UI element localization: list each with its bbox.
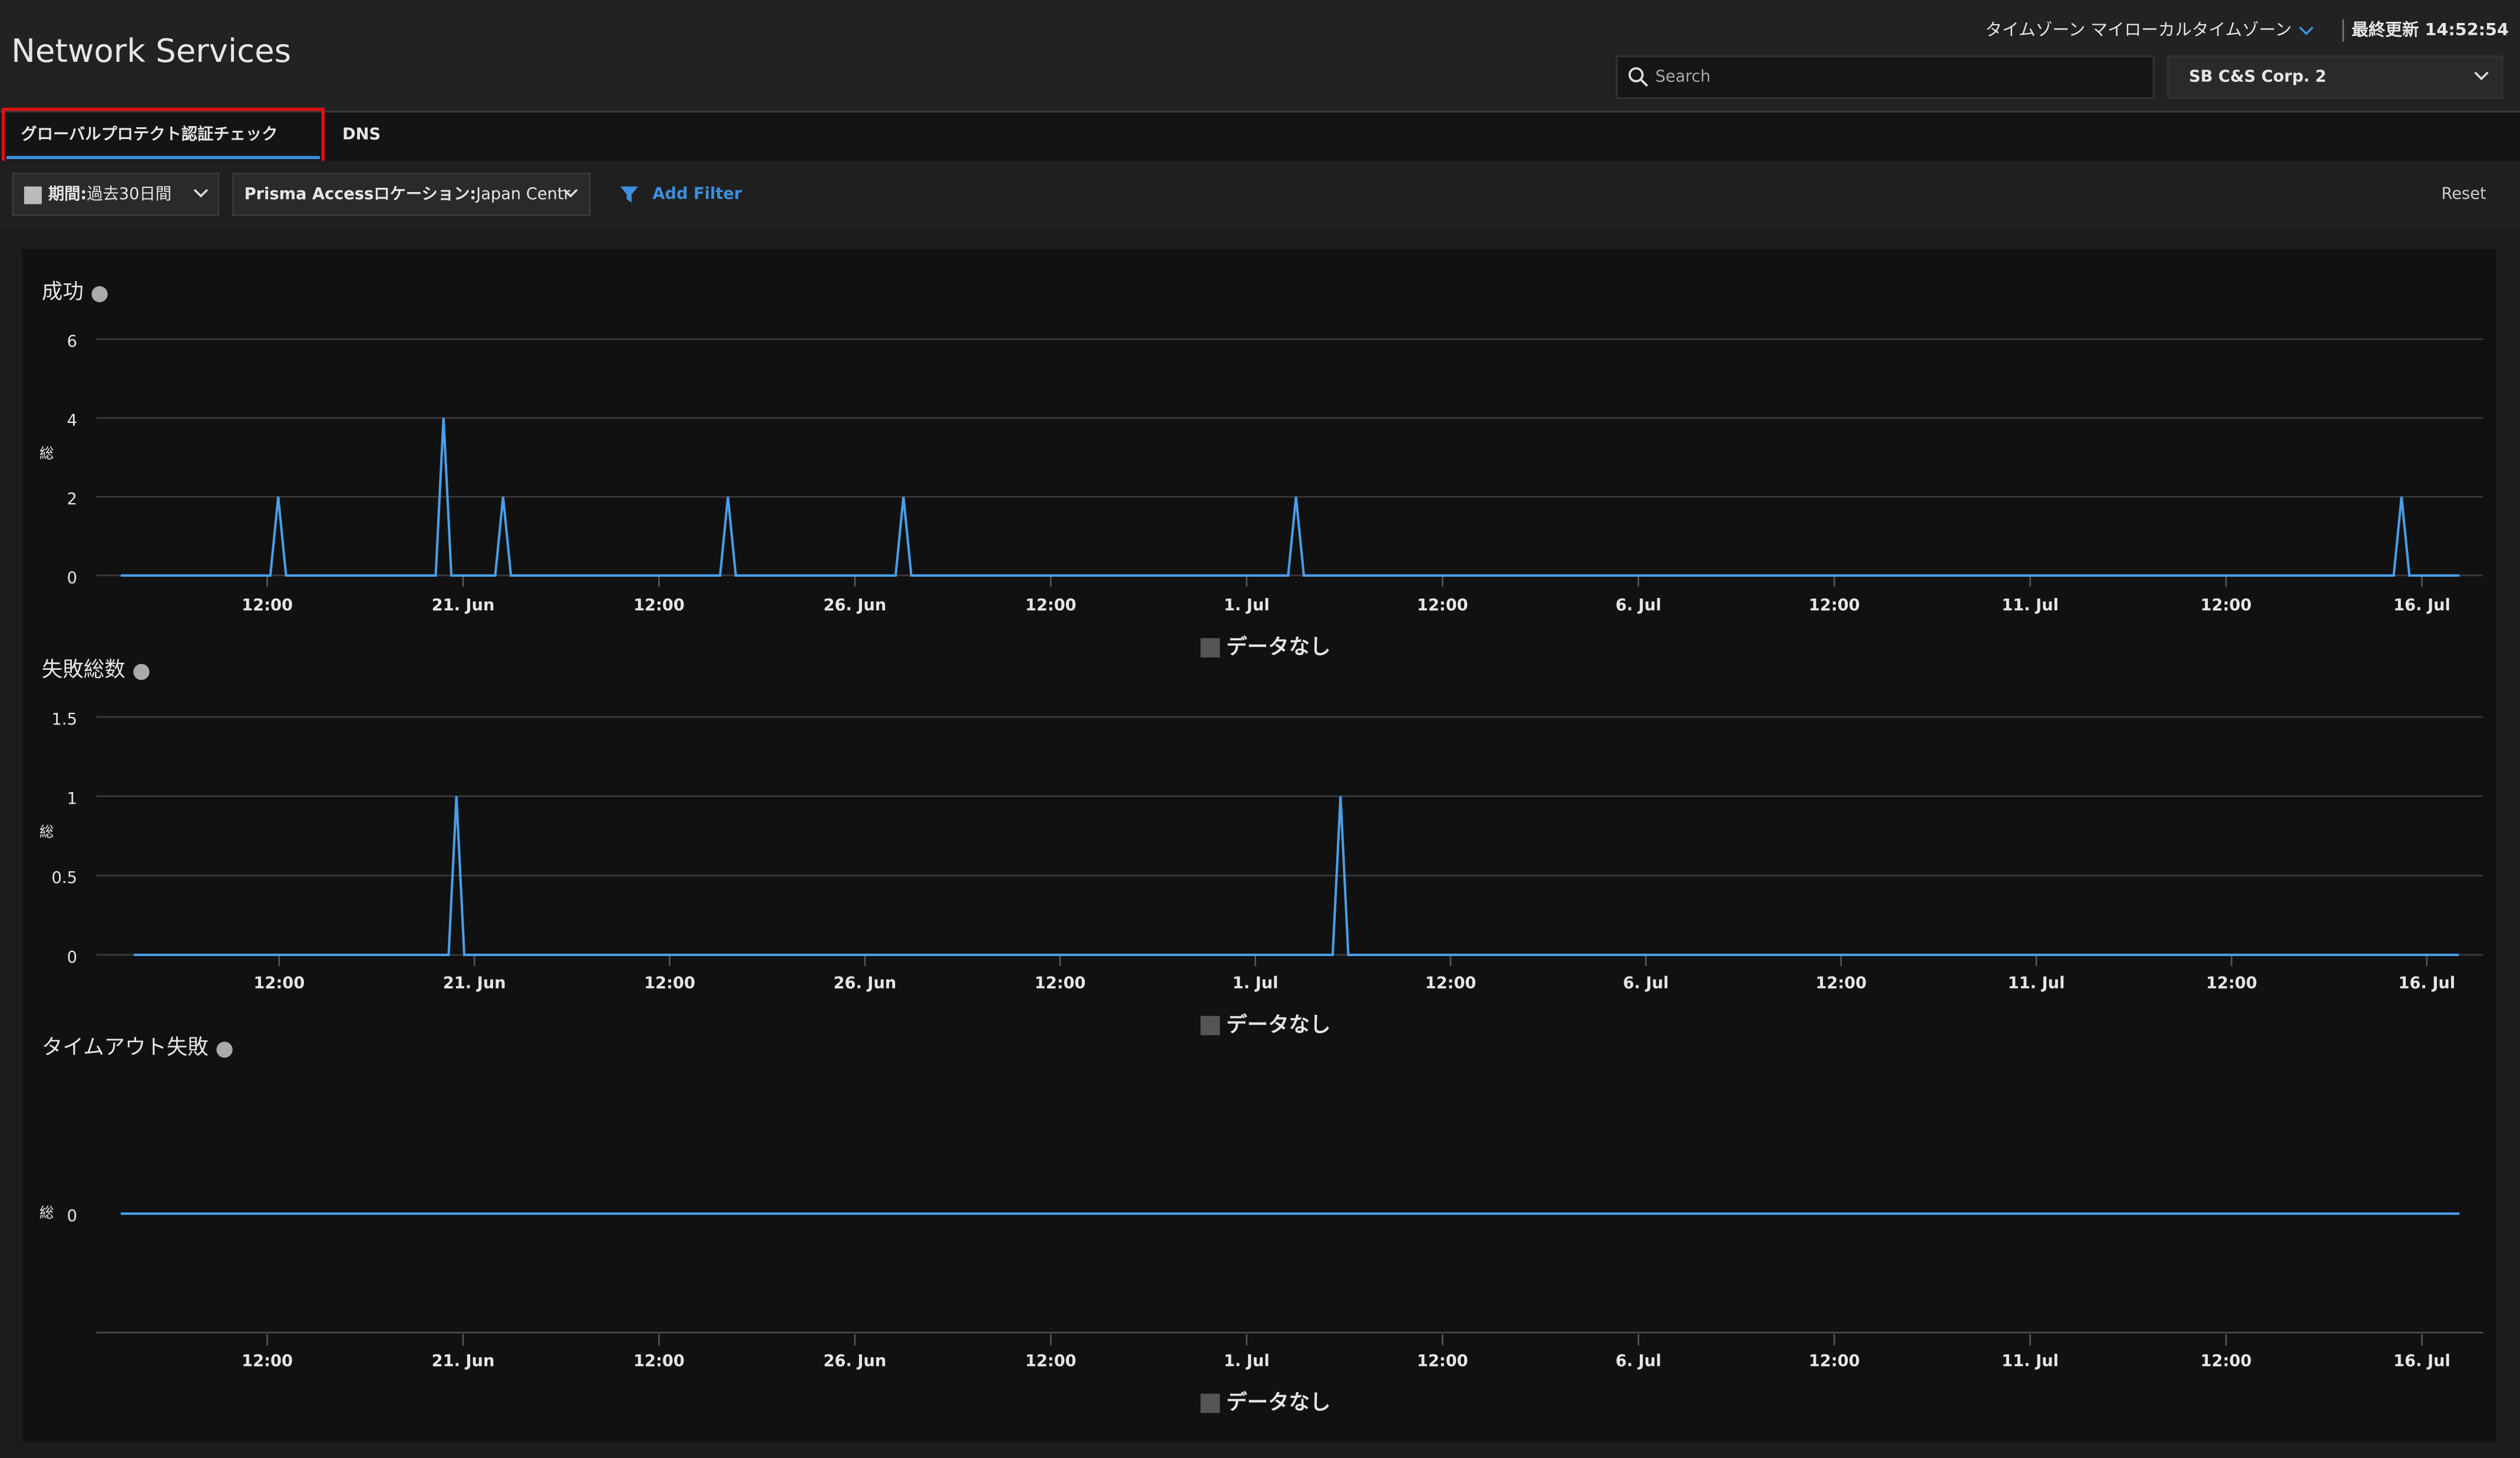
x-tick-label: 12:00 <box>1417 1352 1468 1370</box>
chevron <box>563 189 578 198</box>
x-tick-label: 12:00 <box>242 596 293 614</box>
location-value: Japan Centr <box>475 185 570 203</box>
period-value: 過去30日間 <box>87 185 171 203</box>
y-tick-label: 2 <box>67 490 77 508</box>
tab-bar <box>0 111 2520 161</box>
x-tick-label: 12:00 <box>644 974 695 993</box>
info-icon <box>216 1042 233 1058</box>
x-tick-label: 6. Jul <box>1623 974 1669 993</box>
x-tick-label: 26. Jun <box>834 974 897 993</box>
y-tick-label: 0 <box>67 569 77 587</box>
reset[interactable]: Reset <box>2442 185 2486 203</box>
tab[interactable]: グローバルプロテクト認証チェック <box>21 125 278 144</box>
y-tick-label: 6 <box>67 333 77 351</box>
x-tick-label: 12:00 <box>1809 596 1860 614</box>
page-title: Network Services <box>11 32 291 70</box>
search-box[interactable] <box>1616 55 2155 99</box>
x-tick-label: 12:00 <box>1025 596 1076 614</box>
x-tick-label: 12:00 <box>2206 974 2257 993</box>
y-tick-label: 4 <box>67 411 77 429</box>
info-icon <box>91 286 108 303</box>
tenant-chevron <box>2474 71 2489 81</box>
x-tick-label: 1. Jul <box>1224 596 1270 614</box>
chart-title: 失敗総数 <box>42 657 125 682</box>
info-icon <box>133 663 150 680</box>
x-tick-label: 21. Jun <box>432 596 495 614</box>
x-tick-label: 12:00 <box>633 1352 685 1370</box>
x-tick-label: 26. Jun <box>824 1352 887 1370</box>
x-tick-label: 16. Jul <box>2393 596 2450 614</box>
legend-swatch <box>1200 1393 1220 1413</box>
x-tick-label: 21. Jun <box>443 974 506 993</box>
x-tick-label: 11. Jul <box>2002 596 2059 614</box>
location-filter[interactable] <box>232 173 591 217</box>
y-axis-title: 総 <box>39 445 54 462</box>
x-tick-label: 12:00 <box>1025 1352 1076 1370</box>
x-tick-label: 12:00 <box>1809 1352 1860 1370</box>
legend-label: データなし <box>1226 1390 1330 1414</box>
chart-title: タイムアウト失敗 <box>42 1035 209 1059</box>
location-filter-text: Prisma Accessロケーション:Japan Centr <box>245 185 571 203</box>
tenant: SB C&S Corp. 2 <box>2189 67 2326 85</box>
y-tick-label: 1 <box>67 790 77 808</box>
x-tick-label: 1. Jul <box>1224 1352 1270 1370</box>
y-tick-label: 0.5 <box>52 869 77 887</box>
x-tick-label: 1. Jul <box>1233 974 1279 993</box>
add-filter[interactable]: Add Filter <box>652 185 742 203</box>
x-tick-label: 16. Jul <box>2398 974 2455 993</box>
period-filter-text: 期間:過去30日間 <box>48 185 171 203</box>
period-filter[interactable] <box>12 173 220 217</box>
data-line <box>120 418 2460 577</box>
x-tick-label: 12:00 <box>2201 1352 2252 1370</box>
legend-label: データなし <box>1226 1013 1330 1037</box>
timezone[interactable]: タイムゾーン マイローカルタイムゾーン <box>1985 19 2291 39</box>
x-tick-label: 12:00 <box>1417 596 1468 614</box>
chart-title: 成功 <box>42 280 84 304</box>
chevron <box>193 189 209 198</box>
y-axis-title: 総 <box>39 1204 54 1221</box>
x-tick-label: 6. Jul <box>1616 596 1662 614</box>
tab[interactable]: DNS <box>342 125 381 144</box>
filter-icon[interactable] <box>620 186 638 203</box>
y-tick-label: 0 <box>67 1207 77 1225</box>
tenant-select[interactable] <box>2167 55 2504 99</box>
x-tick-label: 11. Jul <box>2002 1352 2059 1370</box>
x-tick-label: 26. Jun <box>824 596 887 614</box>
last-updated: 最終更新 14:52:54 <box>2351 19 2509 39</box>
search-placeholder: Search <box>1656 67 1711 85</box>
y-axis-title: 総 <box>39 824 54 841</box>
x-tick-label: 16. Jul <box>2393 1352 2450 1370</box>
x-tick-label: 12:00 <box>2201 596 2252 614</box>
data-line <box>134 796 2459 956</box>
legend-swatch <box>1200 1016 1220 1036</box>
x-tick-label: 12:00 <box>242 1352 293 1370</box>
search-icon <box>1640 78 1649 87</box>
location-label: Prisma Accessロケーション: <box>245 185 477 203</box>
timezone-chevron[interactable] <box>2299 27 2314 35</box>
x-tick-label: 12:00 <box>633 596 685 614</box>
legend-swatch <box>1200 638 1220 658</box>
period-label: 期間: <box>48 185 87 203</box>
search-icon <box>1628 67 1644 82</box>
legend-label: データなし <box>1226 635 1330 659</box>
y-tick-label: 1.5 <box>52 710 77 729</box>
x-tick-label: 12:00 <box>253 974 305 993</box>
calendar-icon <box>24 186 42 204</box>
x-tick-label: 12:00 <box>1035 974 1086 993</box>
x-tick-label: 11. Jul <box>2008 974 2065 993</box>
x-tick-label: 12:00 <box>1815 974 1867 993</box>
chart-panel <box>22 249 2496 1442</box>
y-tick-label: 0 <box>67 948 77 967</box>
x-tick-label: 12:00 <box>1425 974 1477 993</box>
x-tick-label: 21. Jun <box>432 1352 495 1370</box>
x-tick-label: 6. Jul <box>1616 1352 1662 1370</box>
